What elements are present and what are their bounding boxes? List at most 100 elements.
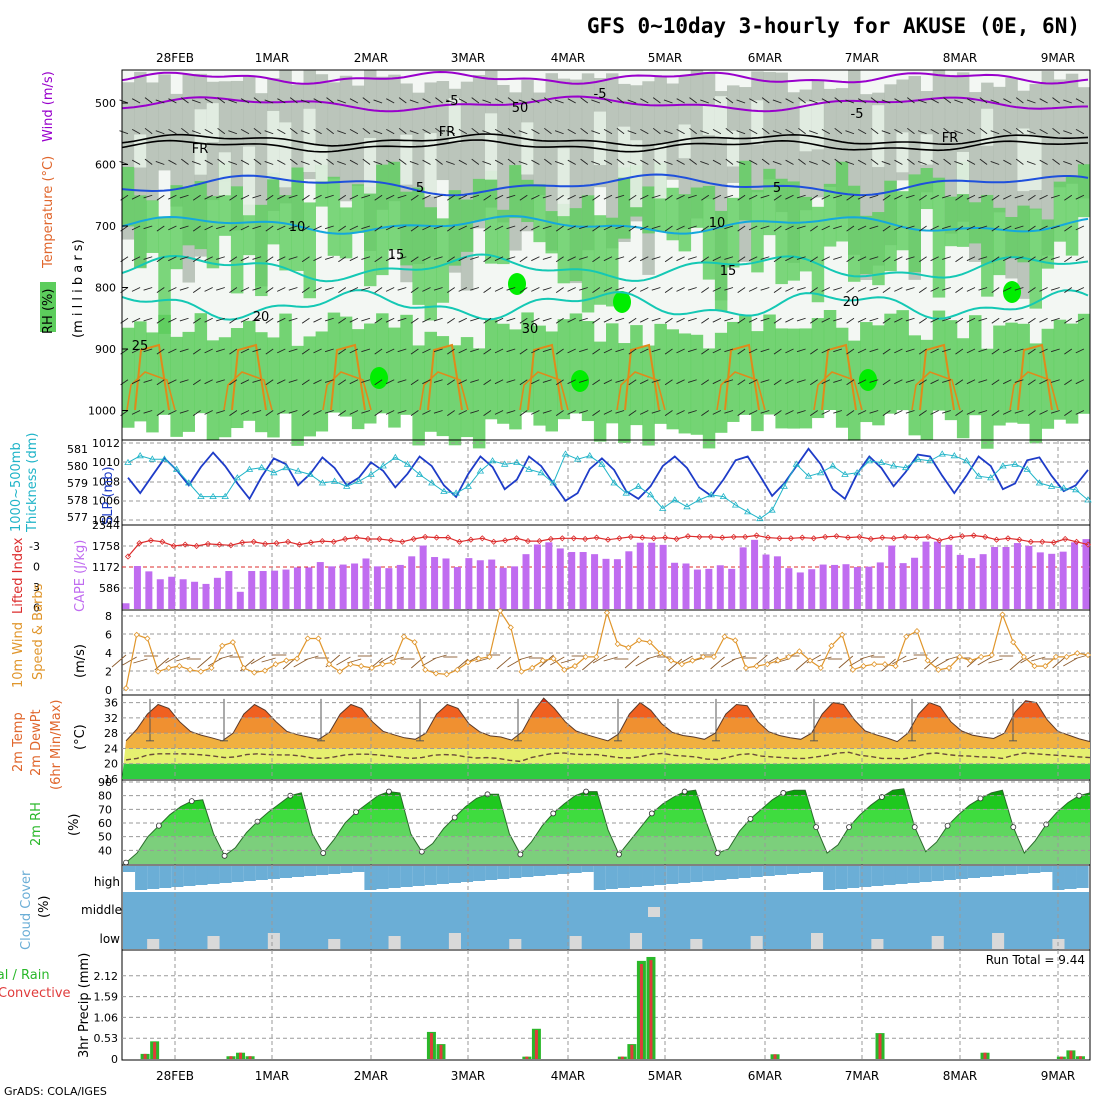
wind-barb: [869, 225, 879, 230]
wind-barb: [542, 348, 552, 353]
precip-tick: 1.06: [94, 1011, 119, 1024]
wind-barb: [798, 127, 806, 135]
wind-barb: [131, 348, 141, 354]
cape-tick: 586: [99, 582, 120, 595]
low-cloud-gap: [690, 939, 703, 949]
rh-shade-green-low: [739, 314, 752, 415]
lifted-index-label: Lifted Index: [11, 537, 26, 614]
wind-barb: [737, 256, 746, 263]
wind-speed-marker: [155, 668, 162, 675]
wind-barb: [362, 158, 371, 165]
wind-barb: [433, 379, 443, 383]
wind-barb: [240, 256, 250, 262]
thickness-marker: [160, 455, 169, 462]
rh-shade-green-low: [799, 328, 813, 429]
wind-barb-10m: [539, 654, 554, 668]
rh-marker: [353, 809, 359, 815]
lifted-index-marker: [627, 533, 634, 540]
lifted-index-marker: [216, 541, 223, 548]
high-cloud-bar: [376, 866, 389, 889]
wind-barb-10m: [838, 655, 854, 669]
rh-shade-green-low: [811, 318, 825, 419]
wind-barb: [785, 129, 794, 135]
wind-barb: [640, 159, 649, 165]
cape-bar: [1002, 547, 1010, 609]
wind-speed-marker: [229, 639, 236, 646]
high-cloud-bar: [352, 866, 365, 872]
wind-barb: [192, 348, 201, 355]
wind-barb: [701, 410, 710, 416]
wind-barb: [240, 287, 250, 292]
rh-shade-light: [981, 108, 994, 146]
wind-barb: [592, 348, 601, 355]
wind-barb: [907, 97, 915, 104]
wind-barb: [252, 225, 262, 230]
wind-barb-10m: [646, 654, 661, 660]
wind-speed-marker: [272, 661, 279, 668]
wind-barb: [687, 410, 697, 414]
wind-barb: [458, 317, 467, 323]
thickness-marker: [586, 452, 594, 459]
wind-barb: [966, 287, 976, 292]
wind-barb: [422, 317, 431, 323]
wind-barb: [555, 317, 564, 324]
wind-unit: (m/s): [73, 644, 88, 678]
wind-barb: [204, 317, 213, 323]
rh-shade-light: [194, 109, 208, 175]
wind-barb: [942, 225, 951, 230]
wind-barb: [785, 98, 794, 104]
wind-barb: [652, 158, 661, 165]
wind-barb: [240, 225, 250, 231]
wind-barb: [833, 317, 843, 322]
wind-barb: [447, 287, 455, 293]
cape-bar: [1036, 552, 1044, 609]
lifted-index-marker: [353, 534, 360, 541]
wind-barb: [168, 348, 177, 354]
wind-barb: [168, 98, 177, 104]
wind-barb: [882, 256, 891, 263]
high-cloud-bar: [1028, 866, 1041, 873]
cape-bar: [145, 571, 153, 609]
wind-speed-marker: [518, 668, 525, 675]
wind-tick: 2: [105, 666, 112, 679]
wind-barb: [1026, 160, 1036, 165]
wind-barb: [229, 256, 238, 263]
wind-barb: [397, 317, 407, 322]
wind-speed-marker: [903, 633, 910, 640]
wind-barb: [712, 379, 722, 385]
wind-barb: [482, 99, 492, 104]
cape-bar: [339, 564, 347, 609]
wind-barb: [689, 97, 697, 104]
wind-barb: [240, 159, 250, 165]
wind-barb: [845, 160, 855, 165]
wind-barb: [749, 159, 758, 165]
wind-barb: [324, 379, 334, 383]
precip-tick: 0.53: [94, 1032, 119, 1045]
high-cloud-bar: [509, 866, 522, 878]
wind-barb: [725, 158, 734, 165]
slp-series: [124, 447, 1092, 522]
cape-tick: 1758: [92, 540, 120, 553]
wind-barb: [288, 317, 298, 322]
wind-barb: [737, 379, 746, 386]
wind-barb: [168, 379, 177, 385]
wind-barb: [531, 348, 540, 354]
wind-barb: [470, 379, 480, 383]
wind-barb: [1027, 348, 1036, 355]
wind-barb: [640, 287, 649, 292]
wind-barb: [579, 225, 588, 230]
rh-shade-light: [714, 96, 728, 139]
high-cloud-bar: [654, 866, 667, 885]
convective-bar: [239, 1052, 243, 1059]
wind-barb: [447, 225, 455, 232]
wind-barb: [265, 317, 274, 324]
wind-barb-10m: [592, 654, 608, 664]
rh-shade-green: [969, 202, 982, 244]
thickness-marker: [464, 482, 472, 489]
wind-barb: [942, 348, 951, 353]
wind-barb: [725, 127, 734, 135]
wind-barb: [1050, 379, 1060, 383]
wind-barb: [204, 129, 213, 135]
wind-barb: [1075, 129, 1085, 135]
